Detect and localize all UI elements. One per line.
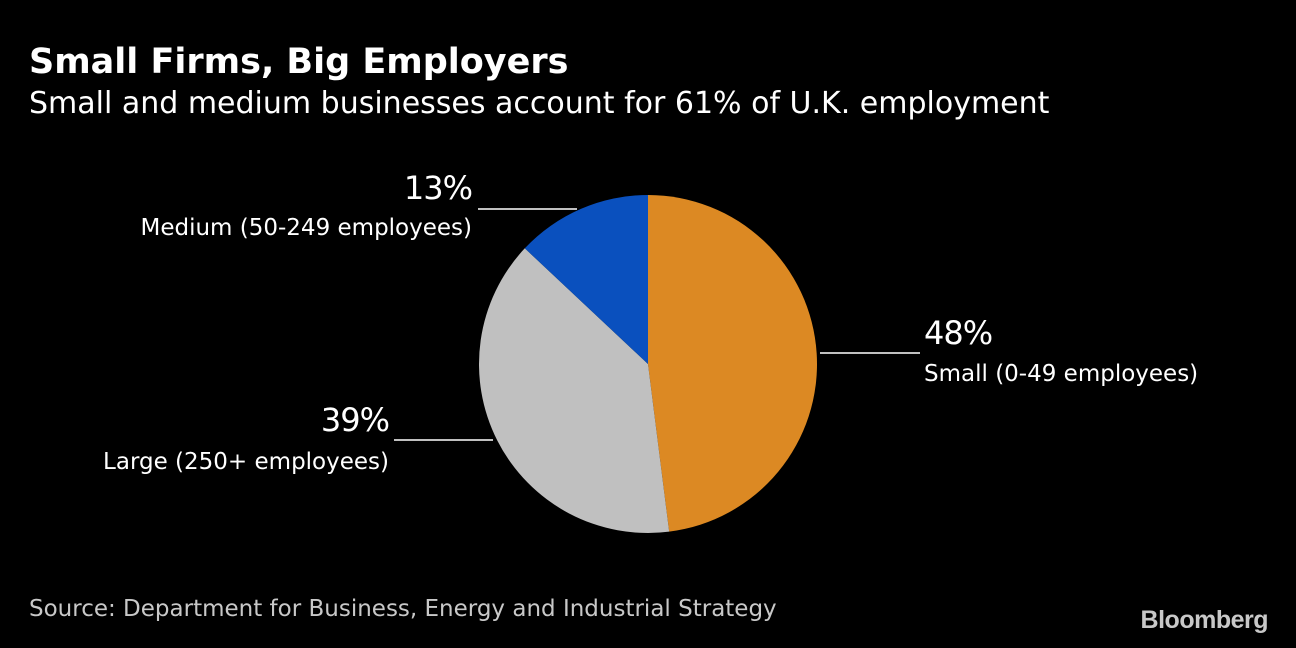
category-label-large: Large (250+ employees) bbox=[103, 449, 389, 475]
bloomberg-logo: Bloomberg bbox=[1140, 606, 1269, 634]
chart-subtitle: Small and medium businesses account for … bbox=[29, 86, 1050, 121]
pie-slice-large bbox=[479, 248, 670, 534]
annotation-large: 39% Large (250+ employees) bbox=[103, 401, 493, 475]
pie-slice-small bbox=[648, 195, 818, 532]
annotation-medium: 13% Medium (50-249 employees) bbox=[140, 169, 577, 241]
source-note: Source: Department for Business, Energy … bbox=[29, 596, 777, 622]
value-label-small: 48% bbox=[924, 314, 992, 352]
category-label-medium: Medium (50-249 employees) bbox=[140, 215, 472, 241]
annotation-small: 48% Small (0-49 employees) bbox=[820, 314, 1198, 387]
category-label-small: Small (0-49 employees) bbox=[924, 361, 1198, 387]
pie-slice-medium bbox=[524, 195, 648, 364]
value-label-large: 39% bbox=[321, 401, 389, 439]
chart-title: Small Firms, Big Employers bbox=[29, 42, 569, 82]
pie-slices bbox=[479, 195, 818, 534]
value-label-medium: 13% bbox=[404, 169, 472, 207]
